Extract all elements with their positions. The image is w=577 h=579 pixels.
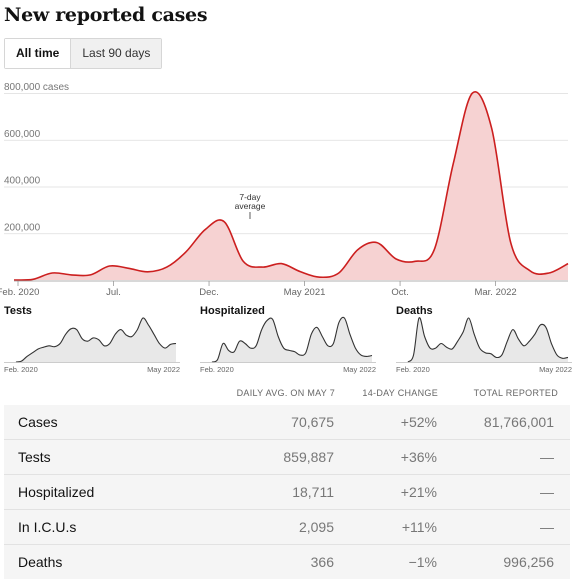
row-change: +21% xyxy=(400,484,437,500)
mini-x-start-label: Feb. 2020 xyxy=(4,365,38,374)
row-change: −1% xyxy=(408,554,437,570)
row-name: Tests xyxy=(18,449,51,465)
x-tick-label: Feb. 2020 xyxy=(0,287,39,298)
y-tick-label: 200,000 xyxy=(4,222,41,233)
row-change: +36% xyxy=(400,449,437,465)
mini-x-end-label: May 2022 xyxy=(343,365,376,374)
row-total: — xyxy=(540,484,554,500)
row-name: Deaths xyxy=(18,554,63,570)
mini-line xyxy=(407,317,569,363)
x-tick-label: Dec. xyxy=(199,287,219,298)
tab-all-time[interactable]: All time xyxy=(5,39,71,68)
row-daily-avg: 859,887 xyxy=(283,449,334,465)
row-change: +52% xyxy=(400,414,437,430)
y-tick-label: 600,000 xyxy=(4,129,41,140)
col-header-total-reported: TOTAL REPORTED xyxy=(473,388,558,398)
table-row: Cases 70,675 +52% 81,766,001 xyxy=(4,405,570,440)
mini-title-hospitalized: Hospitalized xyxy=(200,305,265,317)
summary-table: Cases 70,675 +52% 81,766,001 Tests 859,8… xyxy=(4,405,570,579)
col-header-daily-avg: DAILY AVG. ON MAY 7 xyxy=(236,388,335,398)
y-tick-label: 400,000 xyxy=(4,176,41,187)
mini-line xyxy=(15,317,177,363)
mini-chart-deaths: Feb. 2020 May 2022 xyxy=(396,317,572,374)
mini-x-start-label: Feb. 2020 xyxy=(200,365,234,374)
time-range-tabs: All time Last 90 days xyxy=(4,38,163,69)
mini-charts: Feb. 2020 May 2022 Feb. 2020 May 2022 Feb. 2… xyxy=(4,316,572,374)
mini-area xyxy=(16,317,176,362)
row-total: 996,256 xyxy=(503,554,554,570)
mini-chart-hospitalized: Feb. 2020 May 2022 xyxy=(200,316,376,374)
x-tick-label: Oct. xyxy=(391,287,408,298)
col-header-14-day-change: 14-DAY CHANGE xyxy=(362,388,438,398)
y-tick-label: 800,000 cases xyxy=(4,82,69,93)
mini-x-end-label: May 2022 xyxy=(147,365,180,374)
mini-x-end-label: May 2022 xyxy=(539,365,572,374)
page-title: New reported cases xyxy=(4,4,208,26)
row-daily-avg: 366 xyxy=(310,554,334,570)
mini-title-deaths: Deaths xyxy=(396,305,433,317)
x-tick-label: May 2021 xyxy=(284,287,326,298)
row-daily-avg: 2,095 xyxy=(298,519,334,535)
mini-title-tests: Tests xyxy=(4,305,32,317)
annotation-label-line2: average xyxy=(235,201,266,211)
row-total: — xyxy=(540,449,554,465)
mini-line xyxy=(211,316,373,363)
row-daily-avg: 18,711 xyxy=(292,484,334,500)
cases-area xyxy=(14,91,568,281)
annotation-label-line1: 7-day xyxy=(239,192,261,202)
table-row: Tests 859,887 +36% — xyxy=(4,440,570,475)
row-change: +11% xyxy=(401,519,437,535)
row-name: In I.C.U.s xyxy=(18,519,77,535)
table-row: In I.C.U.s 2,095 +11% — xyxy=(4,510,570,545)
row-name: Hospitalized xyxy=(18,484,95,500)
row-total: 81,766,001 xyxy=(483,414,554,430)
cases-chart: 800,000 cases 600,000 400,000 200,000 Feb. … xyxy=(0,82,569,298)
mini-area xyxy=(212,317,372,362)
row-daily-avg: 70,675 xyxy=(291,414,334,430)
mini-x-start-label: Feb. 2020 xyxy=(396,365,430,374)
mini-area xyxy=(408,317,568,362)
mini-chart-tests: Feb. 2020 May 2022 xyxy=(4,317,180,374)
table-row: Deaths 366 −1% 996,256 xyxy=(4,545,570,579)
cases-line xyxy=(13,91,569,281)
table-row: Hospitalized 18,711 +21% — xyxy=(4,475,570,510)
x-tick-label: Jul. xyxy=(106,287,121,298)
row-total: — xyxy=(540,519,554,535)
row-name: Cases xyxy=(18,414,58,430)
x-tick-label: Mar. 2022 xyxy=(474,287,516,298)
tab-last-90-days[interactable]: Last 90 days xyxy=(70,39,162,68)
